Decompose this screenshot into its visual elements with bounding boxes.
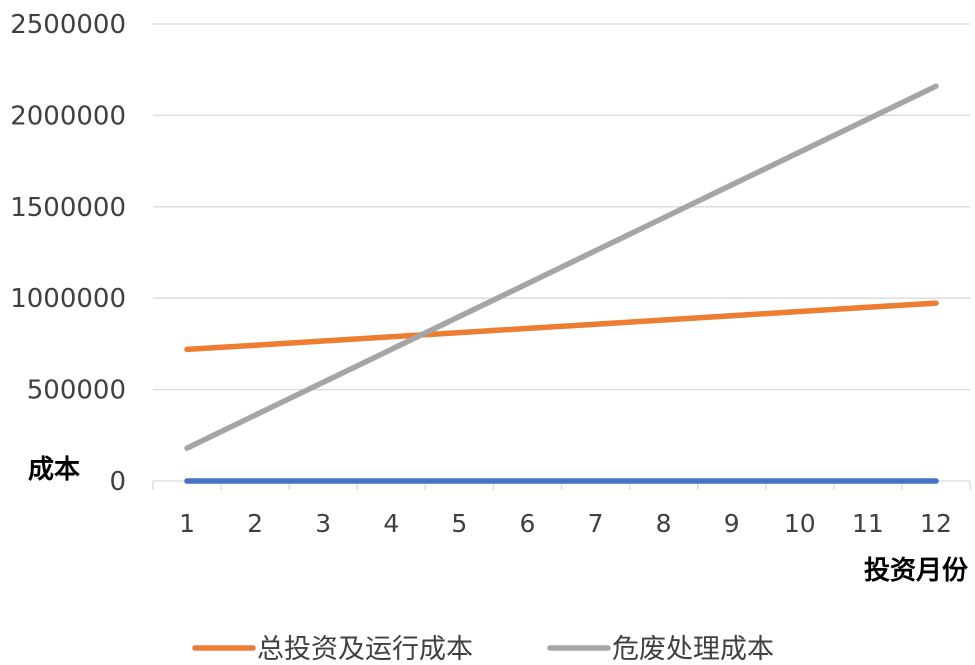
x-tick-label: 2 — [247, 509, 263, 538]
y-tick-label: 500000 — [27, 376, 126, 406]
x-tick-label: 10 — [784, 509, 816, 538]
series-line-2 — [184, 300, 939, 353]
y-tick-label: 0 — [109, 467, 126, 497]
x-axis-ticks: 1 2 3 4 5 6 7 8 9 10 11 12 — [152, 481, 971, 538]
legend-label: 总投资及运行成本 — [257, 634, 473, 665]
y-tick-label: 1000000 — [10, 284, 126, 314]
x-tick-label: 7 — [588, 509, 604, 538]
series-lines — [184, 83, 939, 484]
y-axis-title: 成本 — [28, 455, 80, 485]
x-tick-label: 1 — [179, 509, 195, 538]
x-tick-label: 5 — [451, 509, 467, 538]
legend: 总投资及运行成本 危废处理成本 — [192, 634, 774, 665]
x-tick-label: 6 — [520, 509, 536, 538]
x-tick-label: 3 — [315, 509, 331, 538]
x-tick-label: 8 — [656, 509, 672, 538]
y-tick-label: 1500000 — [10, 193, 126, 223]
x-tick-label: 9 — [724, 509, 740, 538]
x-tick-label: 11 — [852, 509, 884, 538]
x-tick-label: 12 — [920, 509, 952, 538]
y-tick-label: 2500000 — [10, 10, 126, 40]
gridlines — [153, 23, 970, 482]
x-tick-label: 4 — [383, 509, 399, 538]
y-axis-tick-labels: 0 500000 1000000 1500000 2000000 2500000 — [10, 10, 126, 497]
legend-label: 危废处理成本 — [612, 634, 774, 665]
y-tick-label: 2000000 — [10, 101, 126, 131]
series-line-3 — [184, 83, 939, 451]
x-axis-title: 投资月份 — [864, 556, 968, 586]
